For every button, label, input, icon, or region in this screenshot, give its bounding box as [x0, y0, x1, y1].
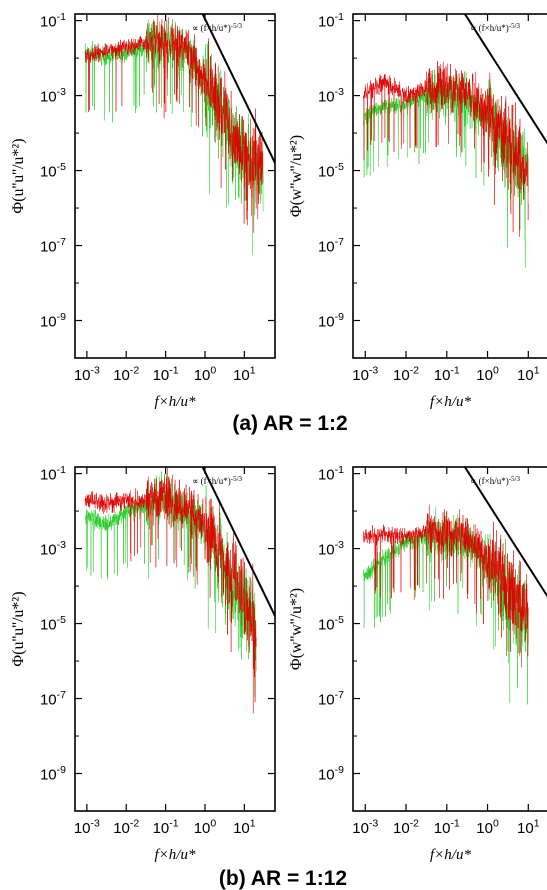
reference-slope-line	[201, 467, 275, 617]
axes-frame	[74, 13, 276, 359]
x-tick-label: 10-3	[74, 817, 100, 837]
x-tick-label: 100	[476, 817, 499, 837]
y-tick-label: 10-7	[318, 236, 344, 256]
x-tick-label: 101	[233, 364, 256, 384]
x-tick-label: 10-1	[434, 364, 460, 384]
y-tick-label: 10-5	[40, 614, 66, 634]
y-tick-label: 10-1	[318, 11, 344, 31]
y-tick-label: 10-7	[40, 689, 66, 709]
y-tick-label: 10-3	[318, 86, 344, 106]
spectrum-series-1	[84, 14, 264, 233]
y-tick-label: 10-1	[40, 464, 66, 484]
y-tick-label: 10-3	[40, 86, 66, 106]
y-tick-label: 10-3	[40, 539, 66, 559]
y-axis-label: Φ(u''u''/u*²)	[10, 591, 27, 666]
y-tick-label: 10-9	[318, 764, 344, 784]
x-tick-label: 100	[194, 364, 217, 384]
axes-frame	[352, 13, 547, 359]
slope-annotation: ∝ (f×h/u*)-5/3	[192, 22, 243, 33]
x-tick-label: 10-3	[352, 817, 378, 837]
x-axis-label: f×h/u*	[155, 847, 196, 863]
x-axis-label: f×h/u*	[155, 394, 196, 410]
caption-b: (b) AR = 1:12	[219, 867, 347, 890]
chart-panel-b-left: ∝ (f×h/u*)-5/3 10-3 10-2 10-1 100 101 10-1 10-3…	[10, 464, 276, 863]
x-axis-label: f×h/u*	[430, 847, 471, 863]
spectrum-series-1	[363, 504, 529, 668]
x-tick-label: 10-2	[113, 364, 139, 384]
x-tick-label: 101	[517, 817, 540, 837]
axes-frame	[352, 466, 547, 812]
chart-panel-b-right: ∝ (f×h/u*)-5/3 10-3 10-2 10-1 100 101 10-1 10-3…	[288, 464, 547, 863]
reference-slope-line	[463, 467, 547, 598]
x-tick-label: 10-3	[74, 364, 100, 384]
reference-slope-line	[201, 14, 275, 164]
reference-slope-line	[463, 14, 547, 145]
x-tick-label: 10-2	[393, 364, 419, 384]
y-tick-label: 10-5	[318, 614, 344, 634]
x-tick-label: 101	[517, 364, 540, 384]
x-tick-label: 10-2	[113, 817, 139, 837]
chart-panel-a-right: ∝ (f×h/u*)-5/3 10-3 10-2 10-1 100 101 10-1 10-3…	[288, 11, 547, 410]
x-tick-label: 10-1	[153, 817, 179, 837]
y-axis-label: Φ(w''w''/u*²)	[288, 588, 305, 670]
x-tick-label: 10-1	[434, 817, 460, 837]
y-tick-label: 10-1	[318, 464, 344, 484]
y-axis-label: Φ(w''w''/u*²)	[288, 135, 305, 217]
y-tick-label: 10-3	[318, 539, 344, 559]
x-tick-label: 100	[194, 817, 217, 837]
slope-annotation: ∝ (f×h/u*)-5/3	[192, 475, 243, 486]
x-tick-label: 10-2	[393, 817, 419, 837]
slope-annotation: ∝ (f×h/u*)-5/3	[470, 22, 521, 33]
x-tick-label: 101	[233, 817, 256, 837]
x-tick-label: 100	[476, 364, 499, 384]
x-tick-label: 10-1	[153, 364, 179, 384]
spectrum-series-1	[84, 467, 257, 714]
y-tick-label: 10-5	[318, 161, 344, 181]
chart-panel-a-left: ∝ (f×h/u*)-5/3 10-3 10-2 10-1 100 101 10-1 10-3…	[10, 11, 276, 410]
y-tick-label: 10-7	[40, 236, 66, 256]
x-axis-label: f×h/u*	[430, 394, 471, 410]
y-tick-label: 10-5	[40, 161, 66, 181]
y-tick-label: 10-9	[318, 311, 344, 331]
x-tick-label: 10-3	[352, 364, 378, 384]
spectrum-series-1	[363, 60, 529, 237]
spectrum-series-2	[363, 69, 529, 268]
axes-frame	[74, 466, 276, 812]
y-tick-label: 10-1	[40, 11, 66, 31]
caption-a: (a) AR = 1:2	[232, 412, 347, 435]
y-tick-label: 10-9	[40, 311, 66, 331]
slope-annotation: ∝ (f×h/u*)-5/3	[470, 475, 521, 486]
y-axis-label: Φ(u''u''/u*²)	[10, 138, 27, 213]
y-tick-label: 10-7	[318, 689, 344, 709]
y-tick-label: 10-9	[40, 764, 66, 784]
